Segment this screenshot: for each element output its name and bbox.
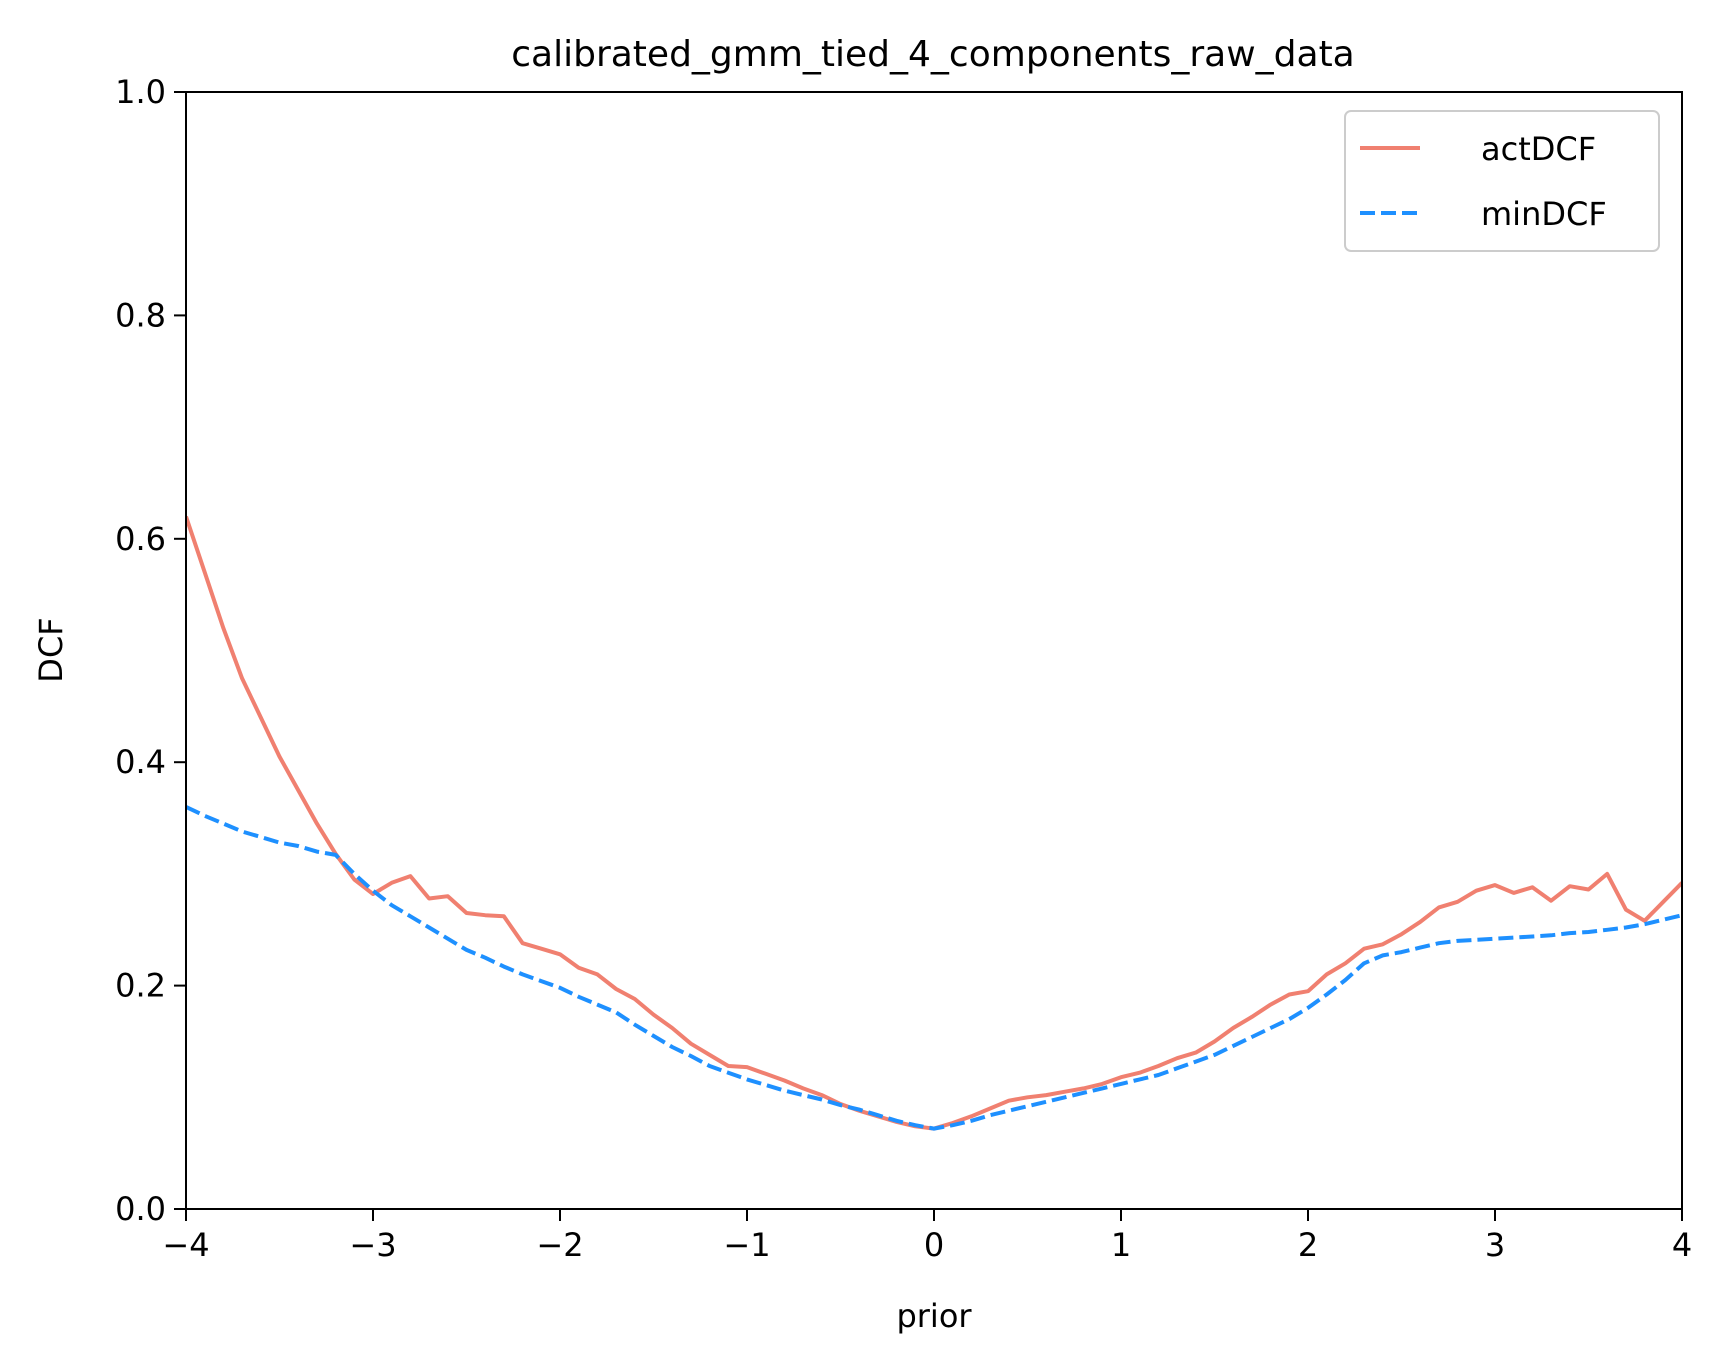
plot-lines bbox=[186, 515, 1682, 1131]
legend-box bbox=[1344, 110, 1660, 252]
y-axis-label: DCF bbox=[32, 617, 70, 682]
x-tick-label: 2 bbox=[1298, 1226, 1318, 1264]
x-tick-label: −1 bbox=[723, 1226, 770, 1264]
legend-actdcf-label: actDCF bbox=[1481, 130, 1596, 168]
series-mindcf-line bbox=[186, 805, 1682, 1131]
legend: actDCF minDCF bbox=[1344, 110, 1660, 252]
x-tick-label: −4 bbox=[162, 1226, 209, 1264]
x-axis: −4 −3 −2 −1 0 1 2 3 4 bbox=[162, 1209, 1692, 1264]
x-tick-label: 0 bbox=[924, 1226, 944, 1264]
chart-title: calibrated_gmm_tied_4_components_raw_dat… bbox=[511, 34, 1355, 75]
legend-mindcf-label: minDCF bbox=[1481, 195, 1607, 233]
x-tick-label: 1 bbox=[1111, 1226, 1131, 1264]
y-axis: 0.0 0.2 0.4 0.6 0.8 1.0 bbox=[115, 73, 186, 1228]
y-tick-label: 0.4 bbox=[115, 743, 166, 781]
x-axis-label: prior bbox=[896, 1297, 972, 1335]
y-tick-label: 0.8 bbox=[115, 296, 166, 334]
y-tick-label: 0.0 bbox=[115, 1190, 166, 1228]
x-tick-label: −2 bbox=[536, 1226, 583, 1264]
y-tick-label: 0.6 bbox=[115, 520, 166, 558]
y-tick-label: 1.0 bbox=[115, 73, 166, 111]
x-tick-label: −3 bbox=[349, 1226, 396, 1264]
x-tick-label: 4 bbox=[1672, 1226, 1692, 1264]
x-tick-label: 3 bbox=[1485, 1226, 1505, 1264]
y-tick-label: 0.2 bbox=[115, 967, 166, 1005]
